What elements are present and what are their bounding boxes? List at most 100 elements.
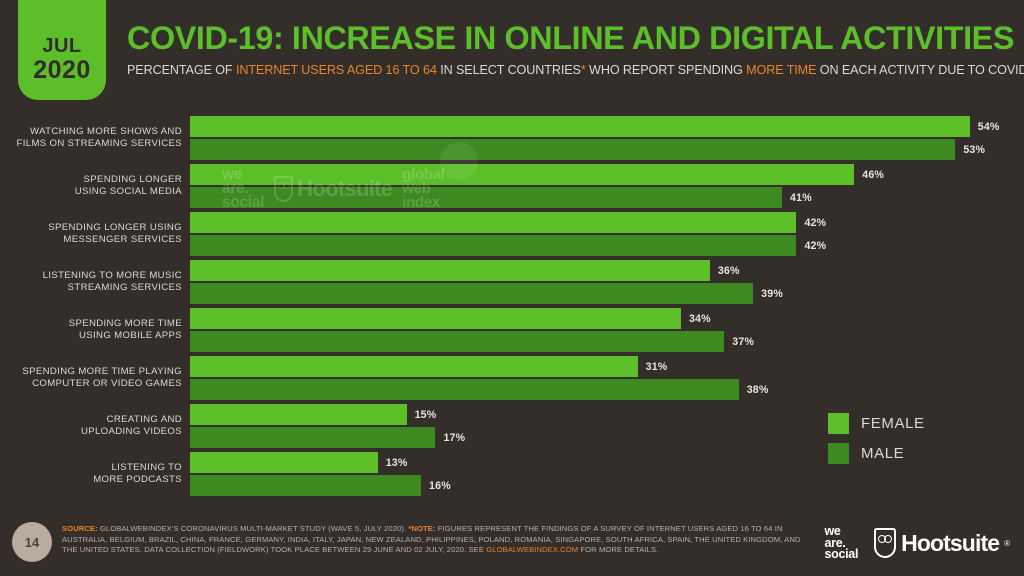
note-body-1: FIGURES REPRESENT THE FINDINGS OF A SURV… (62, 524, 801, 555)
bar-row: 53% (190, 139, 1024, 160)
subtitle-highlight-audience: INTERNET USERS AGED 16 TO 64 (235, 62, 437, 77)
subtitle-seg-2: IN SELECT COUNTRIES (436, 62, 581, 77)
bar-value-label: 54% (977, 120, 1000, 133)
date-badge-year: 2020 (33, 55, 91, 84)
subtitle-asterisk: * (580, 62, 586, 77)
source-body: GLOBALWEBINDEX’S CORONAVIRUS MULTI-MARKE… (97, 524, 409, 533)
page-subtitle: PERCENTAGE OF INTERNET USERS AGED 16 TO … (127, 62, 1024, 77)
chart-group: SPENDING LONGER USING SOCIAL MEDIA 46% 41% (0, 164, 1024, 208)
bar-group: 54% 53% (190, 116, 1024, 160)
bar-row: 13% (190, 452, 1024, 473)
category-label: SPENDING MORE TIME USING MOBILE APPS (68, 318, 182, 341)
bar-group: 36% 39% (190, 260, 1024, 304)
bar-value-label: 13% (385, 456, 408, 469)
category-label: LISTENING TO MORE MUSIC STREAMING SERVIC… (42, 270, 182, 293)
category-label: CREATING AND UPLOADING VIDEOS (80, 414, 182, 437)
registered-trademark-icon: ® (1004, 538, 1010, 548)
bar-row: 31% (190, 356, 1024, 377)
bar-female[interactable] (190, 404, 407, 425)
bar-value-label: 38% (746, 383, 769, 396)
bar-male[interactable] (190, 187, 783, 208)
logo-we-are-social: we are. social (824, 524, 859, 561)
category-label: LISTENING TO MORE PODCASTS (93, 462, 182, 485)
legend-swatch-male (828, 442, 849, 464)
page-title: COVID-19: INCREASE IN ONLINE AND DIGITAL… (127, 20, 1015, 56)
bar-chart: WATCHING MORE SHOWS AND FILMS ON STREAMI… (0, 116, 1024, 506)
chart-group: LISTENING TO MORE PODCASTS 13% 16% (0, 452, 1024, 496)
bar-value-label: 41% (790, 191, 812, 204)
note-link[interactable]: GLOBALWEBINDEX.COM (486, 545, 579, 555)
category-label: SPENDING LONGER USING SOCIAL MEDIA (74, 174, 182, 197)
bar-row: 38% (190, 379, 1024, 400)
page-number-badge: 14 (12, 522, 52, 562)
bar-row: 39% (190, 283, 1024, 304)
chart-legend: FEMALE MALE (828, 410, 925, 470)
bar-value-label: 37% (732, 335, 755, 348)
note-body-2: FOR MORE DETAILS. (578, 545, 659, 555)
date-badge: JUL 2020 (18, 0, 106, 100)
chart-group: CREATING AND UPLOADING VIDEOS 15% 17% (0, 404, 1024, 448)
bar-group: 31% 38% (190, 356, 1024, 400)
bar-row: 42% (190, 235, 1024, 256)
bar-male[interactable] (190, 427, 436, 448)
bar-value-label: 42% (804, 239, 827, 252)
legend-item-female[interactable]: FEMALE (828, 410, 925, 436)
bar-row: 41% (190, 187, 1024, 208)
bar-group: 13% 16% (190, 452, 1024, 496)
legend-item-male[interactable]: MALE (828, 440, 925, 466)
bar-value-label: 16% (429, 479, 451, 492)
title-block: COVID-19: INCREASE IN ONLINE AND DIGITAL… (127, 20, 1024, 77)
bar-value-label: 31% (645, 360, 668, 373)
bar-female[interactable] (190, 452, 378, 473)
subtitle-seg-1: PERCENTAGE OF (127, 62, 236, 77)
owl-icon (874, 528, 897, 559)
note-label: *NOTE: (408, 524, 436, 533)
bar-female[interactable] (190, 116, 970, 137)
logo-hootsuite-text: Hootsuite (901, 529, 1000, 556)
bar-female[interactable] (190, 164, 855, 185)
legend-label-male: MALE (861, 444, 905, 462)
logo-hootsuite: Hootsuite ® (874, 528, 1010, 559)
bar-value-label: 39% (761, 287, 783, 300)
bar-group: 46% 41% (190, 164, 1024, 208)
bar-row: 54% (190, 116, 1024, 137)
subtitle-seg-4: ON EACH ACTIVITY DUE TO COVID-19 (816, 62, 1024, 77)
bar-female[interactable] (190, 260, 710, 281)
bar-row: 36% (190, 260, 1024, 281)
bar-value-label: 36% (717, 264, 740, 277)
bar-group: 34% 37% (190, 308, 1024, 352)
bar-row: 46% (190, 164, 1024, 185)
bar-male[interactable] (190, 379, 739, 400)
chart-group: SPENDING MORE TIME USING MOBILE APPS 34% 3… (0, 308, 1024, 352)
chart-group: SPENDING LONGER USING MESSENGER SERVICES… (0, 212, 1024, 256)
bar-row: 17% (190, 427, 1024, 448)
category-label: SPENDING LONGER USING MESSENGER SERVICES (48, 222, 182, 245)
bar-value-label: 53% (963, 143, 986, 156)
legend-swatch-female (828, 412, 849, 434)
category-label: SPENDING MORE TIME PLAYING COMPUTER OR V… (22, 366, 182, 389)
bar-male[interactable] (190, 235, 797, 256)
bar-male[interactable] (190, 331, 725, 352)
bar-value-label: 34% (688, 312, 711, 325)
bar-row: 34% (190, 308, 1024, 329)
bar-female[interactable] (190, 308, 681, 329)
source-label: SOURCE: (62, 524, 98, 533)
bar-male[interactable] (190, 139, 956, 160)
bar-value-label: 15% (414, 408, 437, 421)
subtitle-highlight-moretime: MORE TIME (746, 62, 817, 77)
bar-value-label: 42% (804, 216, 827, 229)
bar-group: 15% 17% (190, 404, 1024, 448)
header: JUL 2020 COVID-19: INCREASE IN ONLINE AN… (0, 0, 1024, 104)
category-label: WATCHING MORE SHOWS AND FILMS ON STREAMI… (16, 126, 182, 149)
legend-label-female: FEMALE (861, 414, 925, 432)
bar-row: 37% (190, 331, 1024, 352)
chart-group: SPENDING MORE TIME PLAYING COMPUTER OR V… (0, 356, 1024, 400)
footer-logos: we are. social Hootsuite ® (824, 524, 1011, 561)
bar-female[interactable] (190, 212, 797, 233)
bar-female[interactable] (190, 356, 638, 377)
chart-group: LISTENING TO MORE MUSIC STREAMING SERVIC… (0, 260, 1024, 304)
bar-male[interactable] (190, 475, 422, 496)
bar-row: 16% (190, 475, 1024, 496)
subtitle-seg-3: WHO REPORT SPENDING (585, 62, 747, 77)
bar-male[interactable] (190, 283, 754, 304)
